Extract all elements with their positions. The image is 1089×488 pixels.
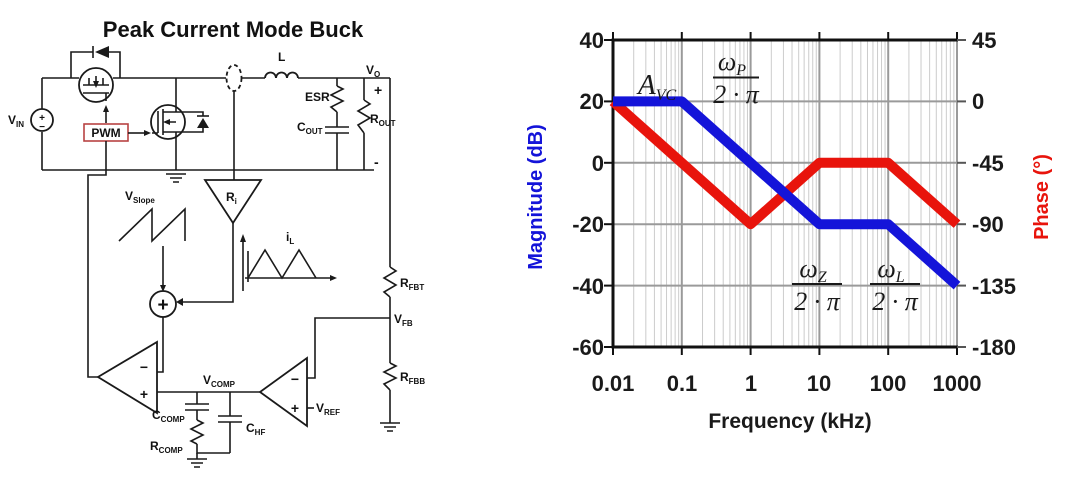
ri-gain-block bbox=[203, 179, 263, 225]
rfbt-label: RFBT bbox=[400, 276, 424, 292]
y-left-tick: -60 bbox=[572, 335, 604, 360]
vo-plus-sign: + bbox=[374, 82, 382, 98]
y-right-axis-title: Phase (°) bbox=[1031, 154, 1053, 240]
x-tick: 100 bbox=[870, 371, 907, 396]
x-tick: 0.1 bbox=[667, 371, 698, 396]
vcomp-label: VCOMP bbox=[203, 373, 236, 389]
ri-label: Ri bbox=[226, 190, 237, 206]
power-rails bbox=[42, 77, 390, 171]
phase-curve bbox=[609, 97, 961, 230]
esr-label: ESR bbox=[305, 90, 330, 104]
ground-symbol bbox=[380, 422, 400, 432]
inductor-label: L bbox=[278, 50, 285, 64]
bode-plot: 40 20 0 -20 -40 -60 45 0 -45 -90 -135 -1… bbox=[525, 28, 1053, 433]
y-left-tick: 0 bbox=[592, 151, 604, 176]
x-tick: 0.01 bbox=[592, 371, 635, 396]
erramp-plus: + bbox=[291, 400, 299, 416]
x-tick: 1 bbox=[745, 371, 757, 396]
y-right-tick: -135 bbox=[972, 274, 1016, 299]
y-left-tick-labels: 40 20 0 -20 -40 -60 bbox=[572, 28, 604, 360]
y-left-axis-title: Magnitude (dB) bbox=[525, 124, 547, 270]
plot-frame bbox=[604, 32, 966, 355]
vfb-label: VFB bbox=[394, 312, 413, 328]
ccomp-label: CCOMP bbox=[152, 408, 185, 424]
comparator-minus: − bbox=[140, 359, 148, 375]
y-left-tick: -20 bbox=[572, 212, 604, 237]
vin-minus-sign: − bbox=[39, 122, 45, 133]
body-diode-top bbox=[95, 46, 109, 58]
buck-circuit-schematic: Peak Current Mode Buck + − VIN bbox=[8, 17, 425, 468]
slope-ramp-waveform: VSlope bbox=[118, 189, 186, 292]
fet-arrow bbox=[93, 81, 99, 88]
svg-text:2 · π: 2 · π bbox=[794, 287, 841, 316]
annotation-omega-l: ωL 2 · π bbox=[870, 254, 920, 316]
svg-text:ωP: ωP bbox=[718, 47, 746, 79]
high-side-mosfet bbox=[70, 46, 121, 103]
slope-down-arrow bbox=[160, 285, 166, 292]
summing-plus-sign: + bbox=[157, 295, 168, 316]
vin-source: + − VIN bbox=[8, 78, 54, 170]
y-right-tick: -90 bbox=[972, 212, 1004, 237]
svg-text:ωZ: ωZ bbox=[799, 254, 827, 286]
pwm-up-arrow bbox=[103, 105, 109, 112]
vin-plus-sign: + bbox=[39, 113, 45, 124]
low-side-mosfet bbox=[150, 78, 209, 183]
rcomp-label: RCOMP bbox=[150, 439, 183, 455]
pwm-block: PWM bbox=[83, 105, 151, 378]
current-sense: Ri bbox=[176, 64, 263, 306]
chf-label: CHF bbox=[246, 421, 265, 437]
y-right-tick: 45 bbox=[972, 28, 996, 53]
rout-label: ROUT bbox=[370, 112, 396, 128]
annotation-avc: AVC bbox=[636, 69, 676, 104]
x-tick: 10 bbox=[807, 371, 831, 396]
x-tick-labels: 0.01 0.1 1 10 100 1000 bbox=[592, 371, 982, 396]
fet-arrow bbox=[163, 119, 170, 125]
annotation-omega-p: ωP 2 · π bbox=[713, 47, 760, 109]
feedback-divider: RFBT VFB RFBB bbox=[380, 78, 425, 432]
comparator-plus: + bbox=[140, 386, 148, 402]
vo-label: VO bbox=[366, 63, 380, 79]
pwm-label: PWM bbox=[91, 126, 120, 140]
compensation-network: VCOMP CCOMP RCOMP CHF bbox=[150, 373, 265, 468]
vslope-label: VSlope bbox=[125, 189, 155, 205]
summing-node: + bbox=[149, 290, 177, 373]
svg-text:AVC: AVC bbox=[636, 69, 676, 104]
il-label: iL bbox=[286, 230, 294, 246]
y-right-tick: -180 bbox=[972, 335, 1016, 360]
pwm-right-arrow bbox=[144, 130, 151, 136]
rfbb-label: RFBB bbox=[400, 370, 425, 386]
y-right-tick: -45 bbox=[972, 151, 1004, 176]
annotation-omega-z: ωZ 2 · π bbox=[792, 254, 842, 316]
x-axis-title: Frequency (kHz) bbox=[708, 410, 871, 433]
svg-text:2 · π: 2 · π bbox=[872, 287, 919, 316]
output-filter: L ESR COUT ROUT VO + - bbox=[264, 50, 396, 170]
vref-label: VREF bbox=[316, 401, 340, 417]
x-tick: 1000 bbox=[933, 371, 982, 396]
y-right-tick: 0 bbox=[972, 89, 984, 114]
cout-label: COUT bbox=[297, 120, 323, 136]
svg-text:ωL: ωL bbox=[877, 254, 904, 286]
erramp-minus: − bbox=[291, 371, 299, 387]
ri-out-arrow bbox=[176, 298, 183, 306]
axis-arrow bbox=[330, 275, 337, 281]
y-left-tick: -40 bbox=[572, 274, 604, 299]
vin-label: VIN bbox=[8, 113, 24, 129]
circuit-title: Peak Current Mode Buck bbox=[103, 17, 364, 42]
inductor-current-waveform: iL bbox=[245, 230, 337, 282]
y-left-tick: 20 bbox=[580, 89, 604, 114]
il-up-arrow bbox=[240, 234, 246, 242]
y-right-tick-labels: 45 0 -45 -90 -135 -180 bbox=[972, 28, 1016, 360]
vo-minus-sign: - bbox=[374, 154, 379, 170]
pwm-comparator: − + bbox=[96, 340, 158, 415]
magnitude-curve bbox=[613, 96, 961, 290]
y-left-tick: 40 bbox=[580, 28, 604, 53]
svg-text:2 · π: 2 · π bbox=[713, 80, 760, 109]
error-amplifier: − + VREF bbox=[258, 317, 390, 428]
body-diode-right bbox=[197, 118, 209, 128]
ground-symbol bbox=[166, 173, 186, 183]
